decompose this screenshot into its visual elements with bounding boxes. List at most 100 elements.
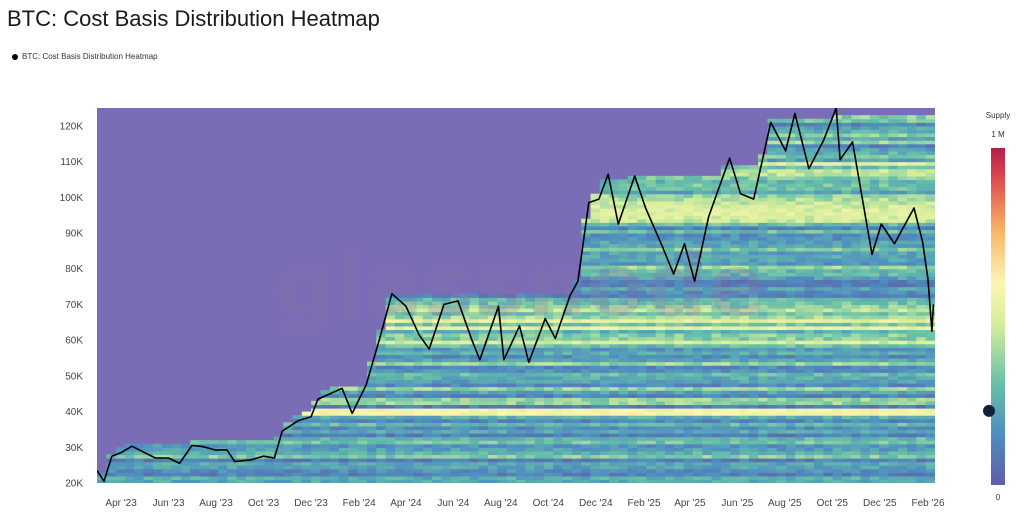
heatmap-cell — [637, 350, 647, 356]
heatmap-cell — [786, 472, 796, 477]
heatmap-cell — [795, 236, 806, 241]
heatmap-cell — [581, 361, 592, 366]
heatmap-cell — [786, 400, 796, 406]
heatmap-cell — [879, 329, 890, 334]
heatmap-cell — [832, 286, 843, 291]
heatmap-cell — [627, 361, 638, 366]
heatmap-cell — [627, 200, 638, 206]
heatmap-cell — [795, 308, 806, 313]
heatmap-cell — [897, 472, 908, 477]
heatmap-cell — [683, 218, 694, 223]
heatmap-cell — [711, 225, 722, 231]
heatmap-cell — [655, 336, 666, 341]
heatmap-cell — [795, 186, 806, 191]
heatmap-cell — [646, 197, 657, 202]
heatmap-cell — [320, 461, 331, 466]
heatmap-cell — [739, 218, 750, 223]
heatmap-cell — [543, 425, 554, 431]
heatmap-cell — [618, 222, 629, 227]
heatmap-cell — [292, 450, 303, 456]
heatmap-cell — [786, 225, 796, 231]
heatmap-cell — [795, 118, 806, 123]
heatmap-cell — [562, 308, 573, 313]
heatmap-cell — [851, 197, 862, 202]
heatmap-cell — [422, 297, 433, 302]
heatmap-cell — [776, 179, 787, 184]
heatmap-cell — [367, 383, 377, 388]
heatmap-cell — [367, 440, 377, 445]
heatmap-cell — [245, 468, 256, 473]
heatmap-cell — [562, 322, 573, 327]
heatmap-cell — [683, 268, 694, 273]
heatmap-cell — [581, 290, 592, 295]
legend[interactable]: BTC: Cost Basis Distribution Heatmap — [12, 52, 158, 61]
heatmap-cell — [311, 468, 322, 473]
heatmap-cell — [376, 336, 387, 341]
heatmap-cell — [841, 390, 852, 395]
heatmap-cell — [264, 472, 275, 477]
heatmap-cell — [599, 461, 610, 466]
heatmap-cell — [702, 372, 713, 377]
heatmap-cell — [832, 422, 843, 427]
heatmap-cell — [786, 208, 796, 213]
heatmap-cell — [776, 343, 787, 348]
heatmap-cell — [860, 161, 871, 166]
heatmap-cell — [301, 440, 312, 445]
heatmap-cell — [813, 172, 824, 177]
heatmap-cell — [758, 311, 768, 316]
heatmap-cell — [618, 418, 629, 423]
heatmap-cell — [637, 222, 647, 227]
heatmap-cell — [637, 204, 647, 209]
heatmap-cell — [441, 440, 452, 445]
heatmap-cell — [581, 475, 592, 481]
heatmap-cell — [767, 183, 778, 188]
heatmap-cell — [348, 436, 359, 441]
heatmap-cell — [376, 418, 387, 423]
heatmap-cell — [683, 236, 694, 241]
heatmap-cell — [683, 479, 694, 483]
heatmap-cell — [525, 375, 536, 381]
heatmap-cell — [730, 290, 741, 295]
heatmap-cell — [180, 472, 191, 477]
heatmap-cell — [711, 343, 722, 348]
heatmap-cell — [376, 458, 387, 463]
heatmap-cell — [488, 465, 498, 470]
heatmap-cell — [767, 236, 778, 241]
heatmap-cell — [506, 458, 517, 463]
heatmap-cell — [674, 300, 685, 306]
heatmap-cell — [879, 183, 890, 188]
heatmap-cell — [124, 447, 135, 452]
heatmap-cell — [739, 418, 750, 423]
heatmap-cell — [860, 479, 871, 483]
heatmap-cell — [813, 197, 824, 202]
heatmap-cell — [711, 365, 722, 370]
heatmap-cell — [776, 229, 787, 234]
heatmap-cell — [637, 475, 647, 481]
heatmap-cell — [581, 254, 592, 259]
heatmap-cell — [450, 386, 461, 391]
heatmap-cell — [767, 415, 778, 420]
heatmap-cell — [758, 243, 768, 248]
heatmap-cell — [674, 347, 685, 352]
heatmap-cell — [879, 243, 890, 248]
heatmap-cell — [581, 386, 592, 391]
heatmap-cell — [869, 347, 880, 352]
heatmap-cell — [637, 397, 647, 402]
heatmap-cell — [413, 311, 424, 316]
heatmap-cell — [888, 122, 899, 127]
heatmap-cell — [534, 361, 545, 366]
heatmap-cell — [674, 304, 685, 309]
heatmap-cell — [786, 333, 796, 338]
heatmap-cell — [627, 365, 638, 370]
heatmap-cell — [683, 265, 694, 270]
heatmap-cell — [618, 343, 629, 348]
heatmap-cell — [599, 400, 610, 406]
heatmap-cell — [841, 472, 852, 477]
heatmap-cell — [888, 268, 899, 273]
heatmap-cell — [543, 325, 554, 331]
heatmap-cell — [180, 461, 191, 466]
heatmap-cell — [804, 386, 815, 391]
heatmap-cell — [357, 475, 368, 481]
heatmap-cell — [422, 400, 433, 406]
